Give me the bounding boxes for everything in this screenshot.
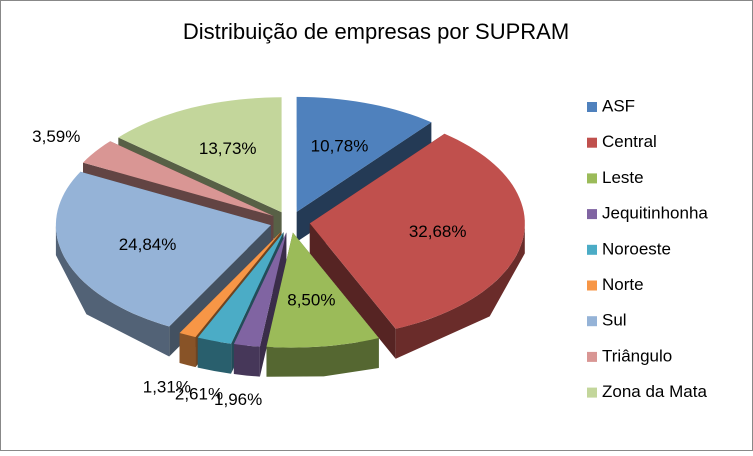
slice: [309, 133, 525, 329]
data-label: 8,50%: [287, 290, 335, 309]
chart-title: Distribuição de empresas por SUPRAM: [183, 19, 569, 44]
slice-side: [395, 223, 525, 359]
legend-swatch: [587, 137, 597, 148]
slice-group: [233, 232, 287, 377]
legend-swatch: [587, 209, 597, 220]
legend-label: Jequitinhonha: [602, 204, 708, 223]
slice: [179, 231, 282, 338]
slice: [55, 171, 271, 327]
legend-label: Triângulo: [602, 346, 672, 365]
slice-side: [55, 225, 170, 357]
legend-swatch: [587, 387, 597, 398]
data-label: 10,78%: [311, 136, 369, 155]
legend-swatch: [587, 244, 597, 255]
legend-swatch: [587, 280, 597, 291]
slice-group: [266, 232, 379, 377]
slice: [296, 96, 432, 212]
legend-label: Leste: [602, 168, 644, 187]
legend-label: ASF: [602, 96, 635, 115]
slice: [83, 141, 274, 217]
legend-label: Norte: [602, 275, 644, 294]
data-label: 2,61%: [175, 384, 223, 403]
data-label: 3,59%: [32, 127, 80, 146]
data-label: 13,73%: [199, 139, 257, 158]
slice-side: [266, 338, 379, 377]
slice: [266, 232, 379, 348]
slice: [118, 97, 282, 213]
legend-label: Sul: [602, 311, 627, 330]
legend-swatch: [587, 173, 597, 184]
legend-swatch: [587, 351, 597, 362]
legend-label: Noroeste: [602, 239, 671, 258]
data-label: 32,68%: [409, 222, 467, 241]
legend-label: Central: [602, 132, 657, 151]
data-label: 1,96%: [214, 390, 262, 409]
data-label: 24,84%: [119, 235, 177, 254]
legend-swatch: [587, 316, 597, 327]
slice-group: [309, 133, 525, 359]
slice-side: [197, 337, 232, 374]
slice-wall: [309, 223, 396, 359]
slice: [233, 232, 287, 347]
slice: [197, 232, 284, 344]
data-label: 1,31%: [143, 377, 191, 396]
slice-side: [233, 344, 260, 377]
legend-label: Zona da Mata: [602, 382, 707, 401]
legend-swatch: [587, 102, 597, 112]
slice-side: [179, 333, 196, 368]
